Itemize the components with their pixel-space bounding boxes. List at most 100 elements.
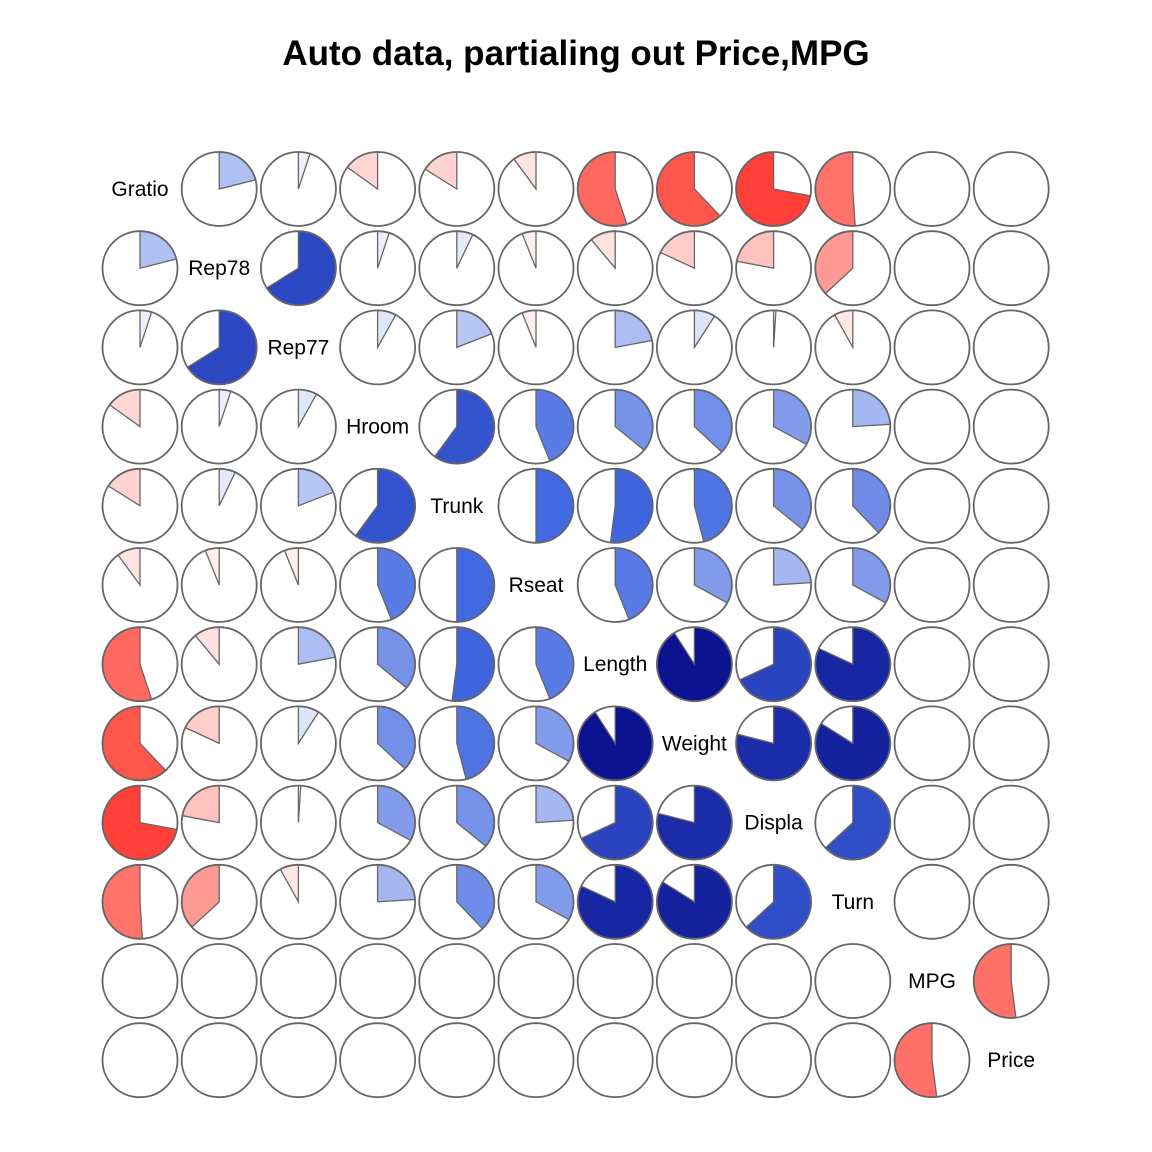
corr-pie-cell [656,784,733,861]
corr-pie-cell [576,547,654,623]
corr-pie-cell [576,705,654,782]
corr-pie-cell [339,309,417,386]
corr-pie-cell [101,863,179,940]
corr-pie-cell [180,626,258,703]
corr-pie-cell [418,388,496,465]
corr-pie-cell [101,547,179,623]
corr-pie-cell [259,943,337,1019]
corr-pie-cell [497,151,575,227]
corr-pie-cell [735,1022,812,1099]
corr-pie-cell [814,626,892,703]
corr-pie-cell [576,1022,654,1099]
corr-pie-cell [972,626,1050,703]
corr-pie-cell [339,943,417,1019]
corr-pie-cell [418,547,496,623]
corr-pie-cell [893,547,971,623]
corr-pie-cell [814,151,892,227]
corr-pie-cell [893,1022,971,1099]
corr-pie-cell [656,467,733,544]
corr-pie-cell [893,467,971,544]
corr-pie-cell [259,151,337,227]
corr-pie-cell [735,626,812,703]
corr-pie-cell [180,943,258,1019]
corr-pie-cell [339,467,417,544]
corr-pie-cell [180,151,258,227]
corr-pie-cell [497,626,575,703]
corr-pie-cell [101,705,179,782]
corr-pie-cell [497,309,575,386]
corr-pie-cell [418,863,496,940]
corr-pie-cell [339,230,417,307]
corr-pie-cell [814,309,892,386]
corr-pie-cell [893,388,971,465]
corr-pie-cell [893,309,971,386]
corr-pie-cell [180,863,258,940]
corr-pie-cell [656,943,733,1019]
corr-pie-cell [656,1022,733,1099]
corr-pie-cell [576,863,654,940]
corr-pie-cell [180,309,258,386]
corr-pie-cell [101,626,179,703]
corr-pie-cell [259,467,337,544]
corr-pie-cell [735,151,812,227]
corr-pie-cell [893,626,971,703]
corr-pie-cell [893,863,971,940]
corr-pie-cell [418,309,496,386]
corr-pie-cell [576,784,654,861]
corr-pie-cell [814,1022,892,1099]
variable-label: MPG [908,970,956,993]
corr-pie-cell [101,784,179,861]
corr-pie-cell [101,388,179,465]
corr-pie-cell [259,1022,337,1099]
corr-pie-cell [735,230,812,307]
corr-pie-cell [339,151,417,227]
corr-pie-cell [893,705,971,782]
corr-pie-cell [656,626,733,703]
variable-label: Turn [832,891,874,914]
corr-pie-cell [735,863,812,940]
corr-pie-cell [339,626,417,703]
corr-pie-cell [893,784,971,861]
corr-pie-cell [339,705,417,782]
corr-pie-cell [735,467,812,544]
corr-pie-cell [893,230,971,307]
corr-pie-cell [418,151,496,227]
corr-pie-cell [259,863,337,940]
corr-pie-cell [418,705,496,782]
corr-pie-cell [259,230,337,307]
corr-pie-cell [972,943,1050,1019]
corr-pie-cell [814,943,892,1019]
variable-label: Length [583,653,647,676]
variable-label: Gratio [111,178,168,201]
corr-pie-cell [418,943,496,1019]
corr-pie-cell [576,388,654,465]
variable-label: Weight [662,732,727,755]
corr-pie-cell [339,1022,417,1099]
corr-pie-cell [576,943,654,1019]
corr-pie-cell [972,309,1050,386]
corr-pie-cell [497,467,575,544]
corr-pie-cell [972,388,1050,465]
corr-pie-cell [259,626,337,703]
corr-pie-cell [497,1022,575,1099]
corr-pie-cell [576,230,654,307]
corr-pie-cell [656,547,733,623]
corr-pie-cell [576,309,654,386]
corr-pie-cell [259,547,337,623]
corr-pie-cell [972,467,1050,544]
variable-label: Rep77 [267,336,329,359]
corr-pie-cell [497,784,575,861]
corr-pie-cell [735,388,812,465]
corr-pie-cell [101,230,179,307]
corr-pie-cell [101,309,179,386]
corr-pie-cell [735,547,812,623]
variable-label: Displa [744,812,803,835]
corr-pie-cell [972,784,1050,861]
corr-pie-cell [972,230,1050,307]
corr-pie-cell [339,547,417,623]
corr-pie-cell [180,705,258,782]
corr-pie-cell [656,151,733,227]
variable-label: Price [987,1049,1035,1072]
corr-pie-cell [101,1022,179,1099]
corr-pie-cell [814,467,892,544]
